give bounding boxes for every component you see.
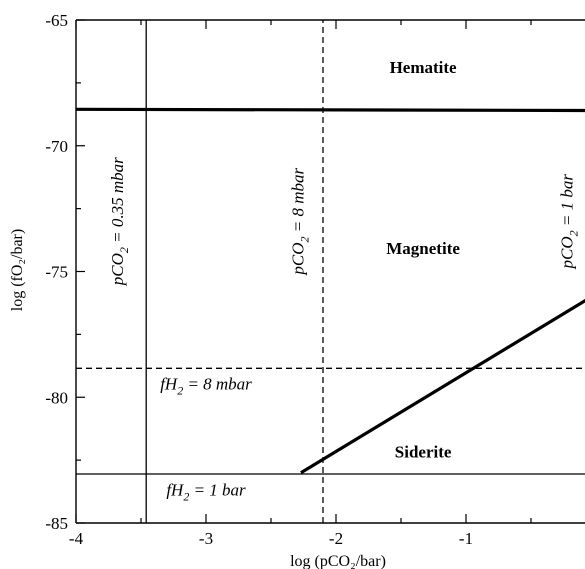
annotation-pco2-035mbar: pCO2 = 0.35 mbar <box>108 157 131 286</box>
y-tick-label: -70 <box>45 137 68 156</box>
y-tick-label: -85 <box>45 514 68 533</box>
axes: -4-3-2-10-85-80-75-70-65 <box>45 11 585 548</box>
region-label-hematite: Hematite <box>390 58 457 77</box>
annotation-fh2-1bar: fH2 = 1 bar <box>166 480 246 503</box>
x-tick-label: -3 <box>199 529 213 548</box>
x-tick-label: -1 <box>459 529 473 548</box>
region-label-magnetite: Magnetite <box>386 239 460 258</box>
y-tick-label: -65 <box>45 11 68 30</box>
series-line-hematite-magnetite <box>76 107 585 113</box>
annotation-pco2-1bar: pCO2 = 1 bar <box>558 174 581 270</box>
plot-labels: Hematite Magnetite Siderite pCO2 = 0.35 mba… <box>108 58 581 504</box>
y-tick-label: -80 <box>45 388 68 407</box>
annotation-pco2-8mbar: pCO2 = 8 mbar <box>289 167 312 275</box>
y-tick-label: -75 <box>45 263 68 282</box>
x-tick-label: -2 <box>329 529 343 548</box>
series-line-magnetite-siderite <box>300 298 585 475</box>
x-axis-label: log (pCO₂/bar) <box>290 553 386 569</box>
region-label-siderite: Siderite <box>395 443 452 462</box>
y-axis-label: log (fO₂/bar) <box>9 229 26 311</box>
x-tick-label: -4 <box>69 529 84 548</box>
annotation-fh2-8mbar: fH2 = 8 mbar <box>160 375 252 398</box>
plot-lines <box>76 20 585 523</box>
